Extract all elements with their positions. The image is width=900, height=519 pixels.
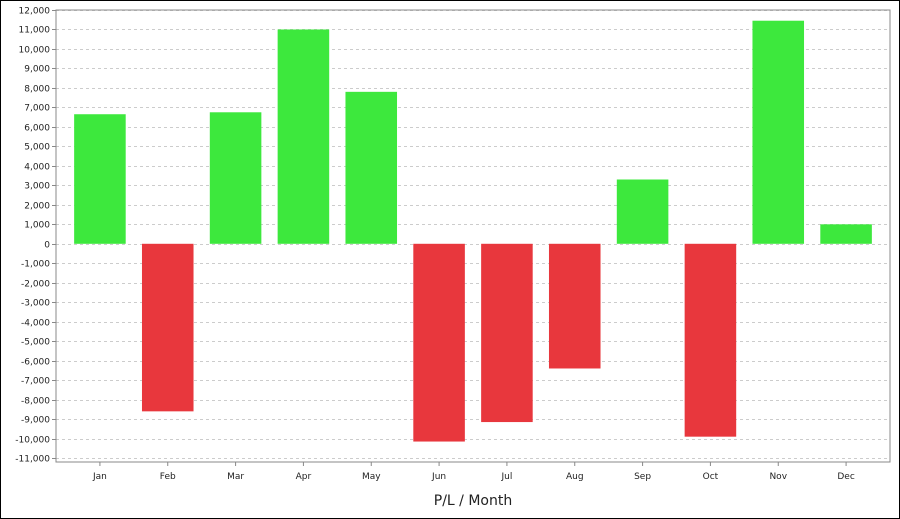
- x-tick-label: May: [362, 472, 381, 482]
- axes: [52, 9, 891, 466]
- bar-feb: [141, 243, 194, 412]
- y-tick-label: 2,000: [24, 202, 50, 212]
- y-tick-label: 10,000: [19, 46, 51, 56]
- y-tick-label: -9,000: [21, 416, 50, 426]
- y-tick-label: 4,000: [24, 163, 50, 173]
- y-tick-label: 3,000: [24, 182, 50, 192]
- y-tick-label: -7,000: [21, 377, 50, 387]
- y-tick-label: -4,000: [21, 319, 50, 329]
- x-tick-labels: Jan Feb Mar Apr May Jun Jul Aug Sep Oct Nov Dec: [92, 472, 855, 482]
- x-tick-label: Jul: [500, 472, 512, 482]
- y-tick-label: 6,000: [24, 124, 50, 134]
- bar-sep: [616, 179, 669, 244]
- bar-oct: [684, 243, 737, 437]
- y-tick-label: -2,000: [21, 280, 50, 290]
- x-tick-label: Apr: [296, 472, 312, 482]
- bar-may: [345, 91, 398, 244]
- x-tick-label: Oct: [703, 472, 719, 482]
- bar-nov: [752, 20, 805, 244]
- y-tick-label: -6,000: [21, 358, 50, 368]
- bar-jun: [413, 243, 465, 442]
- bar-mar: [209, 112, 262, 244]
- plot-border: [55, 9, 891, 463]
- bar-dec: [820, 224, 872, 244]
- y-tick-label: 5,000: [24, 143, 50, 153]
- x-tick-label: Sep: [634, 472, 651, 482]
- x-tick-label: Feb: [160, 472, 176, 482]
- y-tick-label: -8,000: [21, 397, 50, 407]
- bar-jul: [481, 243, 533, 423]
- bar-apr: [277, 29, 330, 244]
- x-tick-label: Dec: [837, 472, 854, 482]
- x-tick-label: Aug: [566, 472, 584, 482]
- y-tick-label: 9,000: [24, 65, 50, 75]
- y-tick-label: 8,000: [24, 85, 50, 95]
- bars: [74, 20, 872, 442]
- y-tick-label: 7,000: [24, 104, 50, 114]
- y-tick-label: 1,000: [24, 221, 50, 231]
- y-tick-label: -1,000: [21, 260, 50, 270]
- x-tick-label: Mar: [227, 472, 244, 482]
- grid-lines: [56, 10, 890, 459]
- x-tick-label: Jun: [431, 472, 446, 482]
- x-axis-label: P/L / Month: [434, 493, 512, 509]
- y-tick-label: -10,000: [15, 436, 50, 446]
- y-tick-label: -3,000: [21, 299, 50, 309]
- y-tick-label: 12,000: [19, 7, 51, 17]
- y-tick-label: 11,000: [19, 26, 51, 36]
- y-tick-label: -11,000: [15, 455, 50, 465]
- x-tick-label: Nov: [769, 472, 787, 482]
- y-tick-label: -5,000: [21, 338, 50, 348]
- y-tick-label: 0: [44, 241, 50, 251]
- bar-jan: [74, 114, 126, 244]
- x-tick-label: Jan: [92, 472, 107, 482]
- bar-aug: [548, 243, 601, 369]
- y-tick-labels: 12,000 11,000 10,000 9,000 8,000 7,000 6,000 5,…: [15, 7, 50, 465]
